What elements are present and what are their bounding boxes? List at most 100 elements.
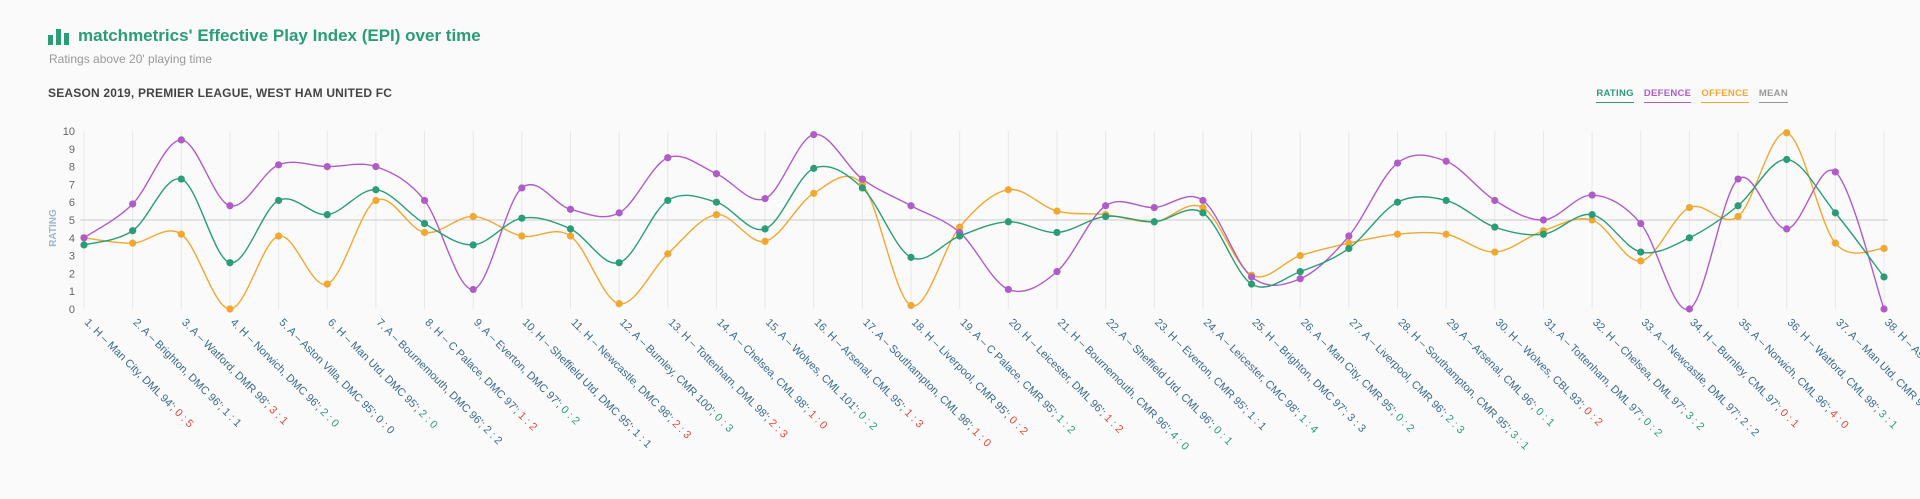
- defence-point: [1880, 305, 1888, 313]
- rating-point: [1345, 244, 1353, 253]
- match-score: 2 : 3: [1443, 413, 1467, 437]
- offence-point: [1588, 216, 1596, 224]
- chart-title: matchmetrics' Effective Play Index (EPI)…: [78, 26, 481, 45]
- rating-point: [1783, 155, 1791, 164]
- match-score: 0 : 1: [1211, 424, 1235, 448]
- defence-point: [664, 154, 672, 162]
- offence-point: [907, 301, 915, 310]
- offence-point: [1685, 203, 1694, 212]
- y-tick-label: 10: [63, 126, 75, 138]
- defence-point: [1734, 175, 1742, 183]
- offence-point: [226, 305, 234, 313]
- offence-point: [712, 211, 721, 219]
- offence-point: [566, 232, 575, 240]
- defence-point: [1685, 305, 1694, 313]
- y-tick-label: 0: [69, 304, 75, 316]
- rating-point: [1637, 248, 1645, 256]
- defence-point: [761, 195, 769, 203]
- defence-point: [1345, 232, 1353, 240]
- match-label: 23. H – Everton, CMR 95';: [1152, 317, 1253, 418]
- offence-point: [1393, 230, 1402, 238]
- y-tick-label: 7: [69, 179, 75, 191]
- defence-point: [129, 200, 137, 208]
- match-score: 3 : 1: [1876, 408, 1900, 432]
- offence-point: [1053, 207, 1061, 215]
- defence-point: [615, 209, 623, 217]
- match-label: 13. H – Tottenham, DML 98';: [666, 317, 775, 426]
- offence-point: [129, 239, 137, 247]
- match-label: 1. H – Man City, DML 94';: [82, 317, 181, 416]
- offence-point: [664, 250, 672, 258]
- match-label: 11. H – Newcastle, DMC 98';: [568, 317, 678, 427]
- defence-point: [1393, 159, 1402, 167]
- offence-point: [810, 189, 818, 197]
- match-score: 1 : 2: [1102, 412, 1126, 436]
- offence-point: [761, 237, 769, 245]
- defence-point: [1247, 273, 1256, 281]
- offence-point: [1345, 239, 1353, 247]
- match-label: 36. H – Watford, CML 98';: [1785, 317, 1885, 417]
- defence-point: [1442, 157, 1450, 165]
- match-score: 1 : 4: [1297, 412, 1321, 436]
- defence-point: [566, 205, 575, 213]
- defence-point: [80, 234, 88, 242]
- rating-point: [1588, 211, 1596, 219]
- rating-point: [761, 225, 769, 233]
- rating-point: [80, 241, 88, 249]
- title-row: matchmetrics' Effective Play Index (EPI)…: [48, 26, 481, 46]
- rating-point: [1004, 218, 1012, 226]
- match-score: 1 : 3: [902, 407, 926, 431]
- match-label: 24. A – Leicester, CMC 98';: [1201, 317, 1305, 421]
- defence-point: [1491, 196, 1499, 205]
- match-label: 4. H – Norwich, DMC 96';: [228, 317, 326, 415]
- rating-point: [1247, 280, 1256, 288]
- legend-defence[interactable]: DEFENCE: [1643, 88, 1692, 103]
- defence-point: [1637, 219, 1645, 228]
- rating-point: [177, 175, 185, 183]
- rating-point: [1102, 212, 1110, 221]
- match-label: 20. H – Leicester, DML 96';: [1006, 317, 1110, 421]
- y-tick-label: 9: [69, 144, 75, 156]
- defence-point: [323, 163, 331, 171]
- rating-point: [1685, 234, 1694, 242]
- defence-point: [518, 184, 526, 192]
- offence-point: [956, 223, 964, 231]
- rating-point: [129, 227, 137, 235]
- defence-point: [1831, 168, 1839, 176]
- rating-point: [810, 164, 818, 172]
- offence-point: [1491, 248, 1499, 256]
- rating-point: [1150, 218, 1158, 226]
- legend-offence[interactable]: OFFENCE: [1701, 88, 1749, 103]
- rating-point: [1734, 202, 1742, 210]
- match-label: 18. H – Liverpool, CMR 95';: [909, 317, 1015, 423]
- offence-point: [1296, 252, 1304, 260]
- match-score: 2 : 0: [317, 406, 341, 430]
- legend-rating[interactable]: RATING: [1596, 88, 1634, 103]
- match-label: 14. A – Chelsea, CML 98';: [714, 317, 814, 417]
- rating-point: [1491, 223, 1499, 231]
- defence-point: [907, 202, 915, 210]
- match-label: 30. H – Wolves, CBL 93';: [1493, 317, 1590, 414]
- offence-point: [1783, 129, 1791, 137]
- offence-point: [323, 280, 331, 288]
- match-label: 6. H – Man Utd, DMC 95';: [325, 317, 424, 416]
- defence-line: [83, 133, 1885, 310]
- match-label: 2. A – Brighton, DMC 96';: [131, 317, 229, 415]
- defence-point: [1053, 268, 1061, 276]
- offence-point: [372, 196, 380, 205]
- defence-point: [1199, 196, 1207, 205]
- legend: RATING DEFENCE OFFENCE MEAN: [1596, 88, 1788, 103]
- bar-chart-logo-icon: [48, 29, 69, 45]
- rating-point: [1053, 228, 1061, 237]
- defence-point: [1102, 202, 1110, 210]
- offence-point: [177, 230, 185, 238]
- offence-point: [1831, 239, 1839, 247]
- rating-point: [420, 219, 429, 228]
- match-score: 0 : 3: [712, 411, 736, 435]
- defence-point: [274, 161, 283, 169]
- defence-point: [810, 130, 818, 139]
- defence-point: [712, 170, 721, 178]
- rating-point: [858, 184, 866, 192]
- legend-mean[interactable]: MEAN: [1758, 88, 1788, 103]
